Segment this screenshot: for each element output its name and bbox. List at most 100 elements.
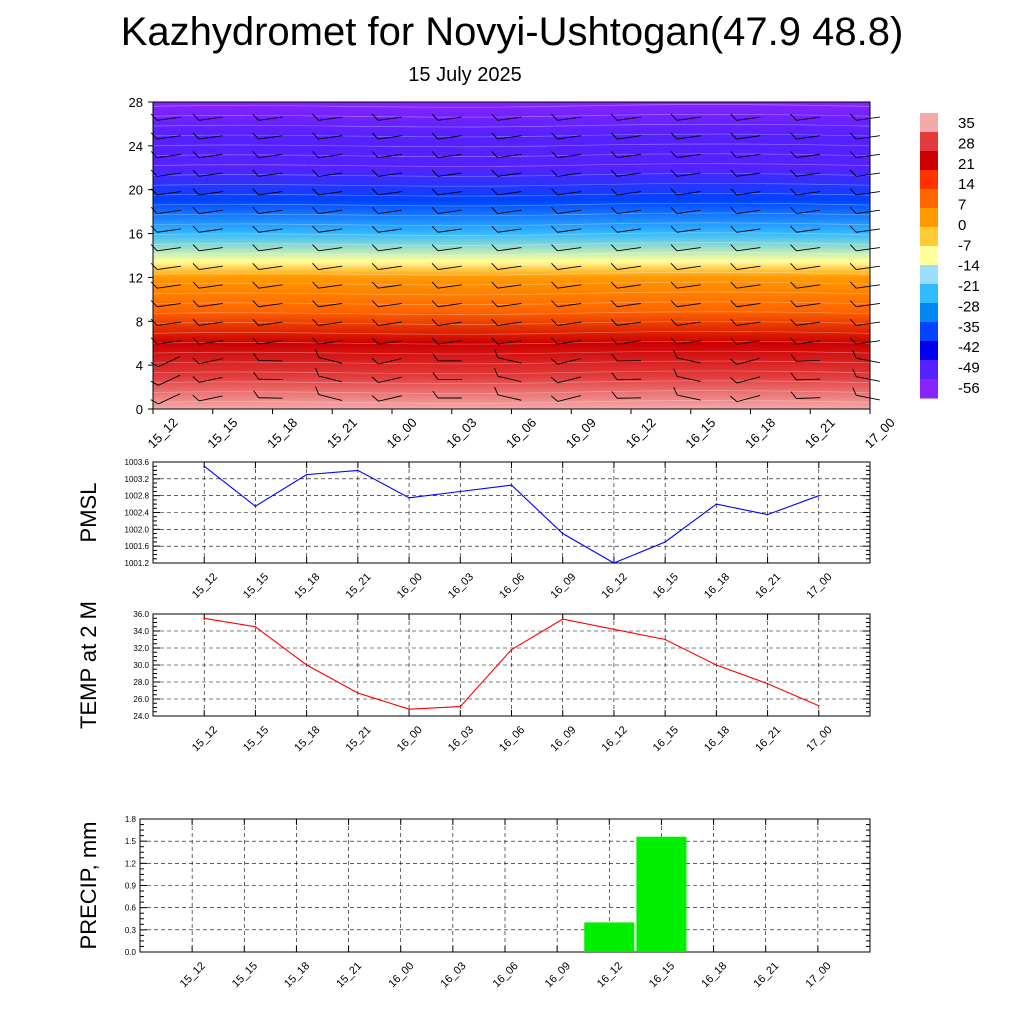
wind-barb [371,318,402,326]
wind-barb-shaft [198,135,223,140]
wind-barb-feather [192,207,200,214]
wind-barb-shaft [796,284,821,289]
x-tick-label: 15_12 [190,724,220,754]
wind-barb-feather [192,169,200,177]
wind-barb-shaft [157,191,181,196]
wind-barb-shaft [736,209,761,214]
heatmap-contour [152,114,871,118]
wind-barb-feather [849,132,857,140]
wind-barb [551,244,582,252]
wind-barb-feather [670,188,678,196]
colorbar-label: 21 [958,156,975,173]
wind-barb [790,169,821,177]
wind-barb [150,356,181,368]
wind-barb-shaft [497,321,522,326]
wind-barb-shaft [497,340,522,345]
colorbar-label: 0 [958,217,966,234]
wind-barb-feather [371,151,379,158]
wind-barb-feather [252,113,259,121]
wind-barb-feather [371,263,379,270]
heatmap-contour [152,242,871,246]
wind-barb [431,169,462,177]
wind-barb-feather [371,244,379,252]
wind-barb [551,169,582,177]
wind-barb-shaft [258,135,283,140]
y-tick-label: 34.0 [133,627,149,636]
wind-barb [790,337,821,345]
wind-barb-shaft [676,191,701,196]
wind-barb [150,244,181,252]
wind-barb-feather [550,395,559,402]
wind-barb-shaft [497,172,522,177]
wind-barb-shaft [497,191,522,196]
wind-barb-shaft [856,376,880,382]
wind-barb [670,188,701,196]
wind-barb-shaft [318,116,343,121]
wind-barb-feather [150,225,158,233]
wind-barb [312,244,343,252]
colorbar-label: 35 [958,115,975,132]
wind-barb [253,353,283,362]
wind-barb-feather [252,263,259,270]
wind-barb-feather [252,318,259,326]
wind-barb [252,337,283,345]
wind-barb [494,368,522,383]
wind-barb-shaft [437,135,462,140]
wind-barb-shaft [557,191,582,196]
y-axis-label: TEMP at 2 M [76,601,101,729]
wind-barb [192,169,223,177]
wind-barb [431,113,462,121]
x-tick-label: 16_12 [600,571,630,601]
wind-barb-shaft [856,302,880,308]
wind-barb-shaft [736,394,761,403]
wind-barb [150,225,181,233]
wind-barb-feather [849,244,857,252]
wind-barb-feather [491,207,498,214]
wind-barb [790,225,821,233]
wind-barb-feather [849,113,857,121]
x-tick-label: 16_21 [753,571,783,601]
wind-barb-shaft [677,394,701,401]
wind-barb [849,281,880,289]
wind-barb-shaft [557,340,582,345]
wind-barb-shaft [198,153,223,159]
y-tick-label: 1001.6 [125,542,150,551]
wind-barb-feather [491,300,498,308]
wind-barb-feather [551,281,558,289]
wind-barb-feather [252,188,259,196]
wind-barb-feather [673,368,678,377]
x-tick-label: 16_03 [446,724,476,754]
wind-barb-shaft [258,247,283,252]
wind-barb-feather [790,132,797,140]
wind-barb-shaft [676,209,701,214]
colorbar-segment [920,322,938,342]
wind-barb [551,113,582,121]
wind-barb [431,225,462,233]
wind-barb-shaft [258,228,283,233]
wind-barb-feather [192,113,200,121]
wind-barb-shaft [258,209,283,214]
wind-barb-feather [192,132,200,140]
wind-barb-feather [790,225,797,233]
wind-barb [730,244,761,252]
wind-barb-feather [491,188,498,196]
x-tick-label: 15_21 [343,724,373,754]
wind-barb [730,357,761,365]
wind-barb-shaft [856,321,880,326]
x-tick-label: 16_00 [395,724,425,754]
wind-barb-feather [192,244,200,252]
wind-barb-feather [670,169,678,177]
y-tick-label: 20 [129,183,143,198]
wind-barb-feather [730,377,738,384]
wind-barb-feather [730,151,737,158]
wind-barb [371,169,402,177]
wind-barb [730,318,761,326]
wind-barb-shaft [497,116,522,121]
wind-barb-feather [252,281,259,289]
wind-barb-shaft [157,247,181,252]
wind-barb [491,300,522,308]
wind-barb-feather [491,244,498,252]
wind-barb-feather [312,281,319,289]
wind-barb-shaft [557,153,582,159]
